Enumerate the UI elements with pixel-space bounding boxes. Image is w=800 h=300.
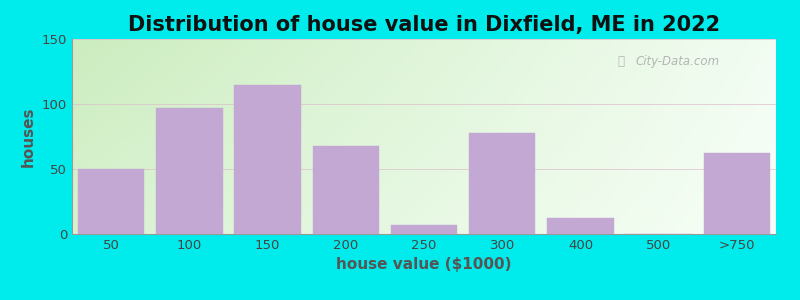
Bar <box>547 218 614 234</box>
Bar <box>313 146 379 234</box>
Bar <box>469 133 535 234</box>
Text: ⓘ: ⓘ <box>618 55 625 68</box>
Bar <box>156 108 222 234</box>
Title: Distribution of house value in Dixfield, ME in 2022: Distribution of house value in Dixfield,… <box>128 15 720 35</box>
Text: City-Data.com: City-Data.com <box>635 55 719 68</box>
Bar <box>704 153 770 234</box>
Bar <box>390 225 458 234</box>
X-axis label: house value ($1000): house value ($1000) <box>336 257 512 272</box>
Bar <box>78 169 144 234</box>
Y-axis label: houses: houses <box>22 106 36 167</box>
Bar <box>234 85 301 234</box>
